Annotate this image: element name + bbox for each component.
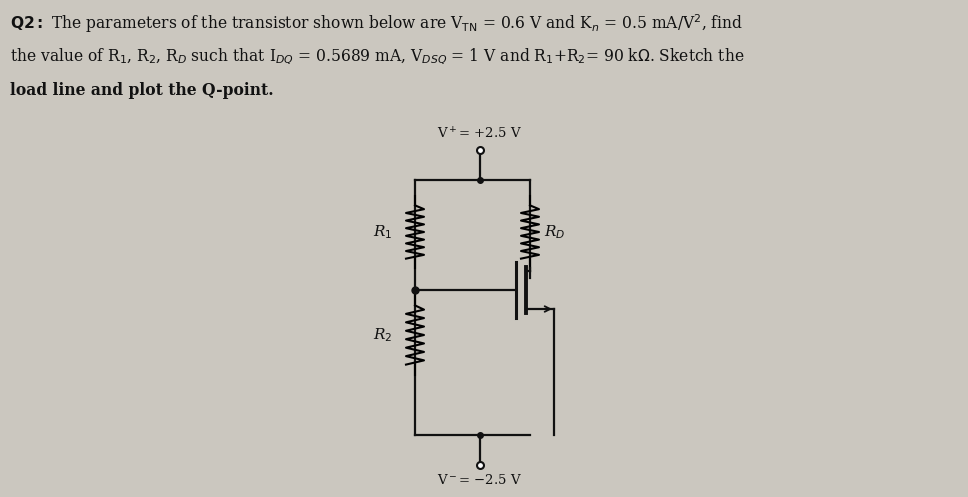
Text: the value of R$_1$, R$_2$, R$_D$ such that I$_{DQ}$ = 0.5689 mA, V$_{DSQ}$ = 1 V: the value of R$_1$, R$_2$, R$_D$ such th… [10, 47, 744, 67]
Text: R$_1$: R$_1$ [374, 223, 393, 241]
Text: load line and plot the Q-point.: load line and plot the Q-point. [10, 82, 274, 99]
Text: R$_D$: R$_D$ [544, 223, 565, 241]
Text: V$^+$= +2.5 V: V$^+$= +2.5 V [438, 127, 523, 142]
Text: R$_2$: R$_2$ [374, 326, 393, 344]
Text: $\mathbf{Q2:}$ The parameters of the transistor shown below are V$_{\rm TN}$ = 0: $\mathbf{Q2:}$ The parameters of the tra… [10, 12, 743, 35]
Text: V$^-$= $-$2.5 V: V$^-$= $-$2.5 V [438, 473, 523, 487]
